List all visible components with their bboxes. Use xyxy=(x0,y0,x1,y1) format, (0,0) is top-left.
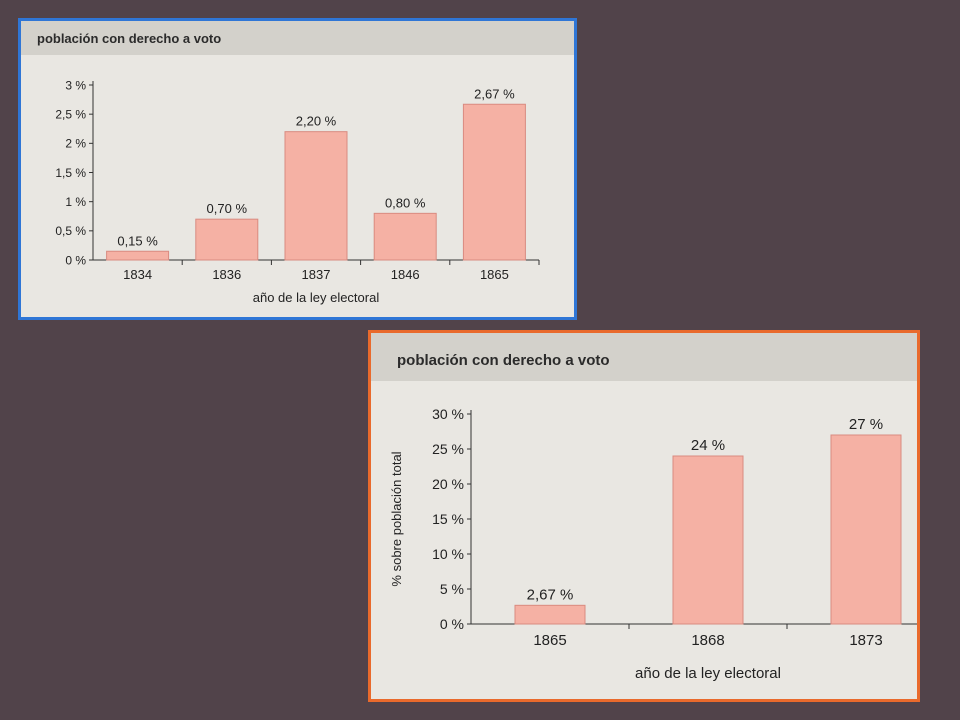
chart-1-x-axis-label: año de la ley electoral xyxy=(253,290,380,305)
chart-2-x-axis-label: año de la ley electoral xyxy=(635,665,781,682)
chart-1-bar-1837 xyxy=(284,131,348,261)
chart-2-y-tick-label: 15 % xyxy=(432,511,464,527)
chart-1-data-label-1865: 2,67 % xyxy=(474,86,515,101)
chart-2-y-tick-label: 10 % xyxy=(432,546,464,562)
chart-2-bar-1868 xyxy=(672,455,744,625)
chart-1-data-label-1834: 0,15 % xyxy=(117,233,158,248)
chart-2-bar-1865 xyxy=(514,604,586,625)
chart-1-y-tick-label: 2,5 % xyxy=(55,107,86,121)
chart-1-y-tick-label: 3 % xyxy=(65,78,86,92)
chart-2-plot: 0 % 5 % 10 % 15 % 20 % 25 % 30 % 2,67 % 1865 24 %… xyxy=(389,406,917,682)
chart-2-y-tick-label: 0 % xyxy=(440,616,464,632)
chart-2-x-tick-label-1873: 1873 xyxy=(849,632,882,649)
chart-1-y-tick-label: 0,5 % xyxy=(55,224,86,238)
chart-1-x-tick-label-1834: 1834 xyxy=(123,267,152,282)
chart-1-title: población con derecho a voto xyxy=(21,21,574,55)
chart-1-x-tick-label-1846: 1846 xyxy=(391,267,420,282)
chart-2-data-label-1865: 2,67 % xyxy=(527,586,574,603)
chart-2-data-label-1873: 27 % xyxy=(849,416,883,433)
chart-1-bar-1846 xyxy=(373,212,437,261)
chart-1-data-label-1837: 2,20 % xyxy=(296,114,337,129)
chart-1-data-label-1846: 0,80 % xyxy=(385,195,426,210)
chart-2-y-tick-label: 5 % xyxy=(440,581,464,597)
chart-2-y-axis-label: % sobre población total xyxy=(389,451,404,586)
chart-2-y-tick-label: 20 % xyxy=(432,476,464,492)
chart-2-x-tick-label-1865: 1865 xyxy=(533,632,566,649)
chart-1-x-tick-label-1836: 1836 xyxy=(212,267,241,282)
chart-2-title: población con derecho a voto xyxy=(371,333,917,381)
chart-1-y-tick-label: 1,5 % xyxy=(55,166,86,180)
chart-2-x-tick-label-1868: 1868 xyxy=(691,632,724,649)
chart-1-x-tick-label-1837: 1837 xyxy=(302,267,331,282)
chart-1-bar-1836 xyxy=(195,218,259,261)
chart-1-data-label-1836: 0,70 % xyxy=(207,201,248,216)
chart-1-bar-1834 xyxy=(106,250,170,261)
chart-1-y-tick-label: 1 % xyxy=(65,195,86,209)
chart-1-bar-1865 xyxy=(462,103,526,261)
chart-1-x-tick-label-1865: 1865 xyxy=(480,267,509,282)
chart-panel-2: población con derecho a voto 0 % 5 % 10 % 1… xyxy=(368,330,920,702)
chart-1-plot: 0 % 0,5 % 1 % 1,5 % 2 % 2,5 % 3 % 0,15 % 1834 0,7… xyxy=(55,78,540,305)
chart-1-y-tick-label: 0 % xyxy=(65,253,86,267)
chart-2-y-tick-label: 30 % xyxy=(432,406,464,422)
chart-2-y-tick-label: 25 % xyxy=(432,441,464,457)
chart-1-y-tick-label: 2 % xyxy=(65,137,86,151)
chart-panel-1: población con derecho a voto 0 % 0,5 % 1 %… xyxy=(18,18,577,320)
chart-2-data-label-1868: 24 % xyxy=(691,437,725,454)
chart-2-bar-1873 xyxy=(830,434,902,625)
